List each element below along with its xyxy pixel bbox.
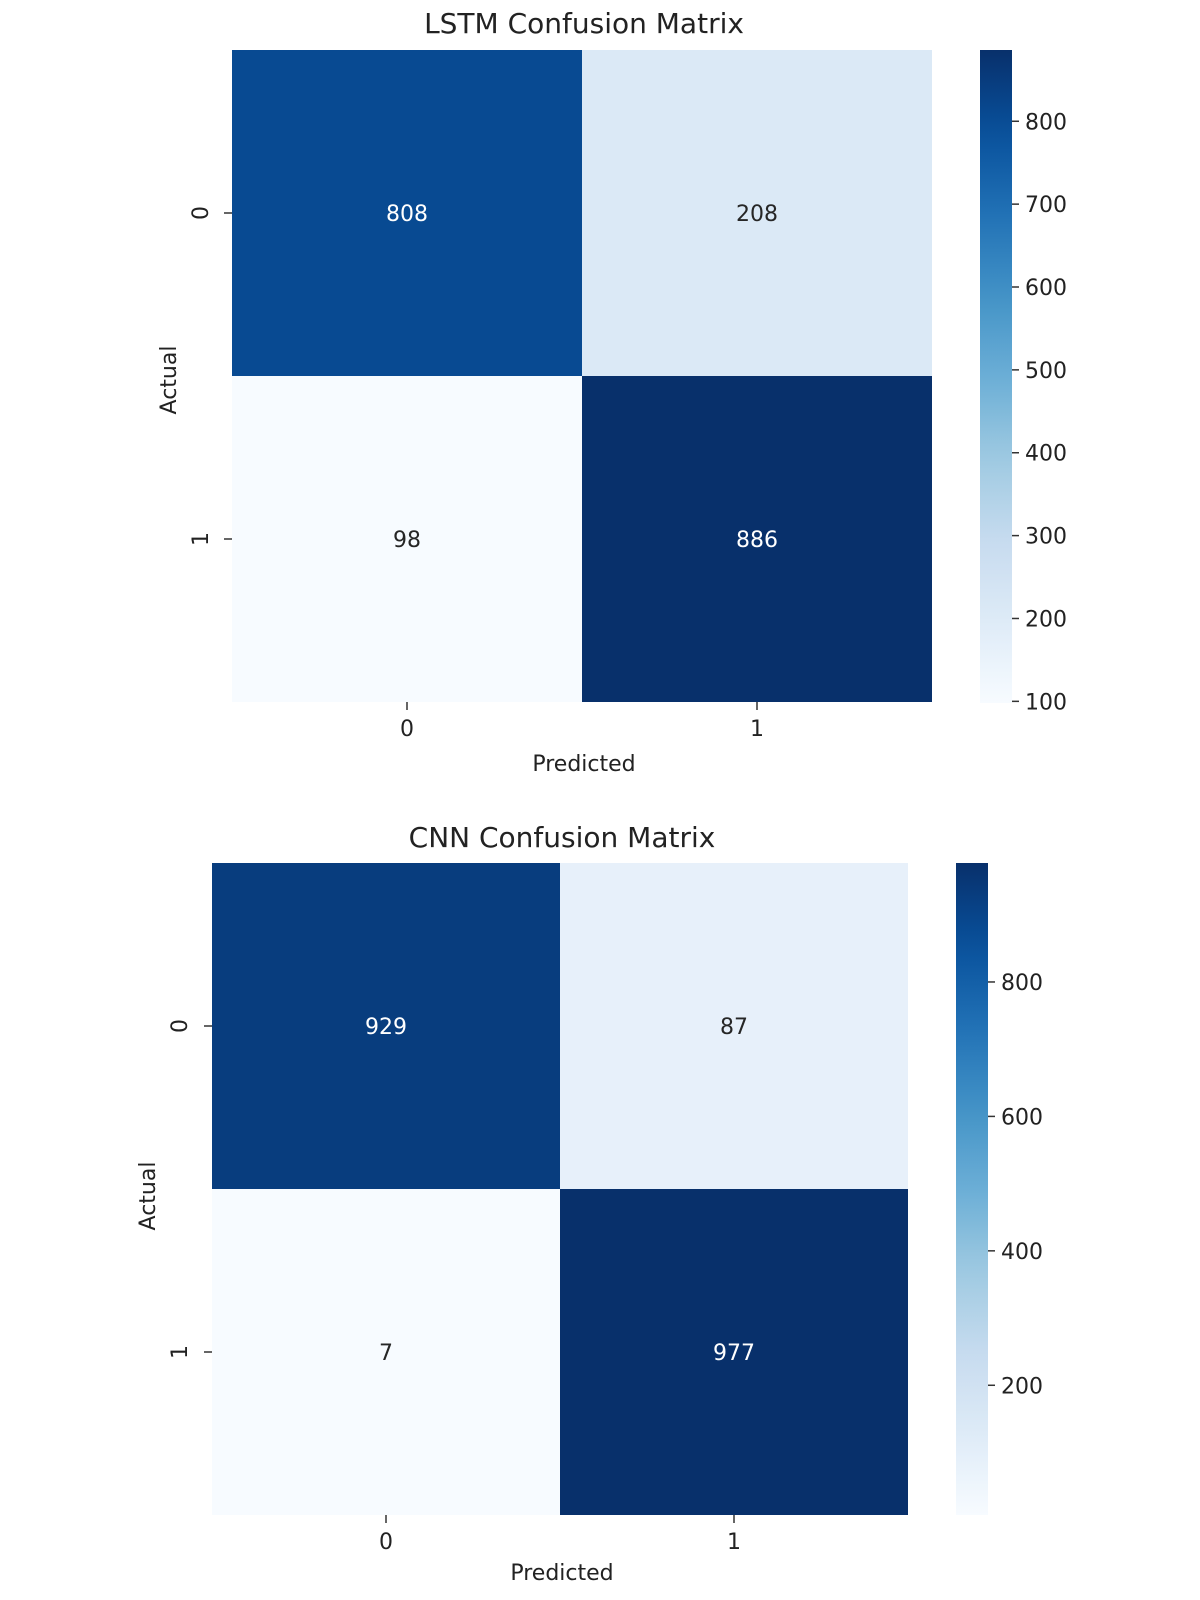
- cell-value-label: 98: [393, 528, 421, 553]
- heatmap-cell: [232, 50, 582, 376]
- y-axis-label: Actual: [157, 346, 182, 415]
- colorbar: [980, 50, 1012, 703]
- colorbar-tick-label: 500: [1025, 359, 1067, 384]
- y-tick-label: 0: [189, 206, 214, 220]
- colorbar-tick-label: 600: [1025, 276, 1067, 301]
- colorbar-tick-label: 800: [1025, 110, 1067, 135]
- colorbar-tick-label: 200: [1025, 607, 1067, 632]
- colorbar-tick-label: 400: [1001, 1240, 1043, 1265]
- heatmap-cell: [560, 863, 908, 1189]
- y-tick-label: 1: [168, 1345, 193, 1359]
- colorbar-tick-label: 300: [1025, 525, 1067, 550]
- heatmap-cell: [212, 863, 560, 1189]
- heatmap-cell: [212, 1189, 560, 1515]
- x-tick-label: 0: [400, 717, 414, 742]
- x-tick-label: 0: [379, 1530, 393, 1555]
- cell-value-label: 977: [713, 1341, 755, 1366]
- colorbar-tick-label: 100: [1025, 690, 1067, 715]
- cell-value-label: 886: [736, 528, 778, 553]
- x-axis-label: Predicted: [532, 752, 635, 777]
- heatmap-cell: [232, 376, 582, 702]
- x-axis-label: Predicted: [510, 1561, 613, 1586]
- colorbar-tick-label: 600: [1001, 1105, 1043, 1130]
- chart-title: LSTM Confusion Matrix: [424, 7, 744, 40]
- cell-value-label: 7: [379, 1341, 393, 1366]
- cell-value-label: 208: [736, 202, 778, 227]
- y-tick-label: 1: [189, 532, 214, 546]
- colorbar-tick-label: 400: [1025, 442, 1067, 467]
- colorbar-tick-label: 800: [1001, 971, 1043, 996]
- heatmap-cell: [560, 1189, 908, 1515]
- y-axis-label: Actual: [136, 1162, 161, 1231]
- chart-title: CNN Confusion Matrix: [409, 821, 716, 854]
- cell-value-label: 808: [386, 202, 428, 227]
- x-tick-label: 1: [750, 717, 764, 742]
- cell-value-label: 87: [720, 1015, 748, 1040]
- x-tick-label: 1: [727, 1530, 741, 1555]
- colorbar: [956, 863, 988, 1515]
- heatmap-cell: [582, 376, 932, 702]
- heatmap-cell: [582, 50, 932, 376]
- y-tick-label: 0: [168, 1019, 193, 1033]
- cnn-confusion-matrix-chart: CNN Confusion Matrix 929 87 7 977 0 1 0 1 Pre…: [136, 821, 1043, 1586]
- colorbar-tick-label: 700: [1025, 193, 1067, 218]
- colorbar-tick-label: 200: [1001, 1374, 1043, 1399]
- cell-value-label: 929: [365, 1015, 407, 1040]
